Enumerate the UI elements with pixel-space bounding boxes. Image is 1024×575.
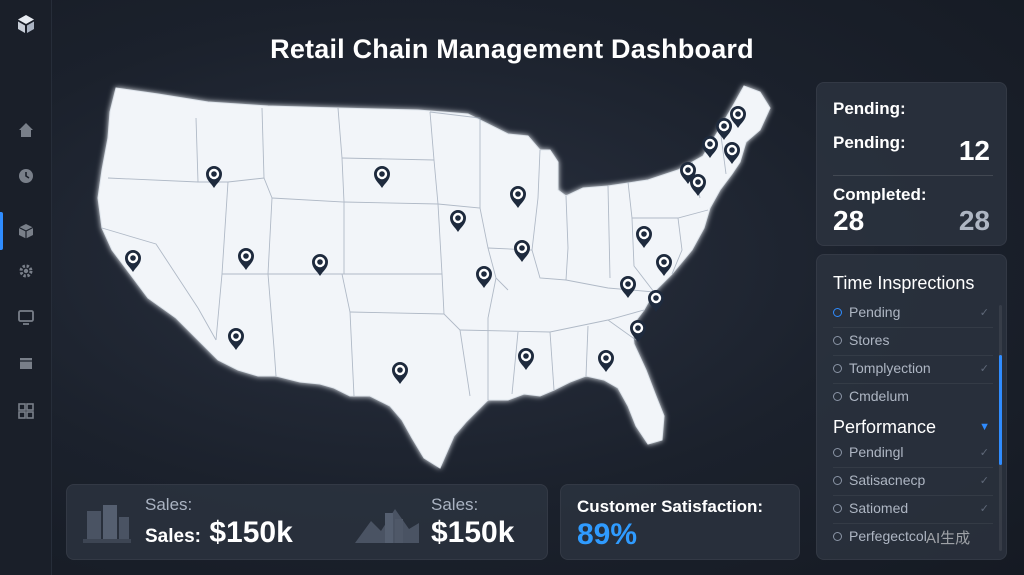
chevron-down-icon[interactable]: ✓ (979, 363, 989, 375)
store-location-pin-icon[interactable] (636, 226, 652, 248)
performance-item-label: Pendingl (849, 444, 904, 460)
radio-icon[interactable] (833, 504, 842, 513)
performance-item[interactable]: Pendingl ✓ (833, 443, 993, 465)
store-location-pin-icon[interactable] (716, 118, 732, 140)
inspection-item[interactable]: Tomplyection ✓ (833, 359, 993, 381)
store-location-pin-icon[interactable] (598, 350, 614, 372)
radio-icon[interactable] (833, 364, 842, 373)
sales-label-left: Sales: (145, 495, 193, 514)
performance-item-label: Satisacnecp (849, 472, 926, 488)
caret-down-icon[interactable]: ▼ (979, 421, 990, 433)
store-location-pin-icon[interactable] (518, 348, 534, 370)
radio-icon[interactable] (833, 336, 842, 345)
performance-item-label: Satiomed (849, 500, 909, 516)
sidebar (0, 0, 52, 575)
pending-count: 12 (958, 135, 990, 166)
store-location-pin-icon[interactable] (648, 290, 664, 312)
row-divider (833, 355, 993, 356)
completed-label: Completed: (833, 185, 927, 204)
chevron-down-icon[interactable]: ✓ (979, 475, 989, 487)
customer-satisfaction-card[interactable]: Customer Satisfaction: 89% (560, 484, 800, 560)
radio-icon[interactable] (833, 476, 842, 485)
us-store-map[interactable] (88, 78, 788, 478)
inspections-panel[interactable]: Time Insprections Pending ✓ Stores Tompl… (816, 254, 1007, 560)
store-location-pin-icon[interactable] (510, 186, 526, 208)
performance-item-label: Perfegectcol (849, 528, 927, 544)
row-divider (833, 467, 993, 468)
row-divider (833, 327, 993, 328)
scrollbar-thumb[interactable] (999, 355, 1002, 465)
us-map-svg[interactable] (88, 78, 788, 478)
completed-count-secondary: 28 (958, 205, 990, 236)
store-location-pin-icon[interactable] (476, 266, 492, 288)
performance-item[interactable]: Perfegectcol (833, 527, 993, 549)
monitor-icon[interactable] (17, 308, 35, 326)
inspection-item-label: Cmdelum (849, 388, 909, 404)
mountain-chart-icon (355, 509, 419, 543)
grid-icon[interactable] (17, 402, 35, 420)
performance-title[interactable]: Performance (833, 417, 937, 437)
inspection-item-label: Stores (849, 332, 890, 348)
sales-value-left: Sales: $150k (145, 516, 293, 550)
inspection-item-label: Pending (849, 304, 901, 320)
inspection-item[interactable]: Stores (833, 331, 993, 353)
radio-icon[interactable] (833, 448, 842, 457)
performance-item[interactable]: Satisacnecp ✓ (833, 471, 993, 493)
state-borders (101, 107, 727, 400)
inspection-item[interactable]: Pending ✓ (833, 303, 993, 325)
row-divider (833, 495, 993, 496)
row-divider (833, 523, 993, 524)
satisfaction-label: Customer Satisfaction: (577, 497, 764, 516)
pending-label: Pending: (833, 133, 906, 152)
inspection-status-card[interactable]: Pending: Pending: 12 Completed: 28 28 (816, 82, 1007, 246)
sales-prefix-left: Sales: (145, 526, 201, 547)
inspections-title: Time Insprections (833, 273, 975, 293)
store-location-pin-icon[interactable] (690, 174, 706, 196)
performance-item[interactable]: Satiomed ✓ (833, 499, 993, 521)
clock-icon[interactable] (17, 167, 35, 185)
row-divider (833, 383, 993, 384)
sidebar-active-indicator (0, 212, 3, 250)
page-title: Retail Chain Management Dashboard (270, 34, 754, 64)
sales-card[interactable]: Sales: Sales: $150k Sales: $150k (66, 484, 548, 560)
store-location-pin-icon[interactable] (514, 240, 530, 262)
gear-icon[interactable] (17, 262, 35, 280)
store-location-pin-icon[interactable] (620, 276, 636, 298)
status-header: Pending: (833, 99, 906, 118)
store-location-pin-icon[interactable] (312, 254, 328, 276)
cube-logo-icon[interactable] (16, 14, 36, 34)
store-location-pin-icon[interactable] (206, 166, 222, 188)
store-location-pin-icon[interactable] (238, 248, 254, 270)
status-divider (833, 175, 993, 176)
chevron-down-icon[interactable]: ✓ (979, 307, 989, 319)
buildings-icon (83, 505, 131, 543)
store-location-pin-icon[interactable] (374, 166, 390, 188)
inspection-item-label: Tomplyection (849, 360, 931, 376)
satisfaction-value: 89% (577, 518, 638, 551)
inspection-item[interactable]: Cmdelum (833, 387, 993, 409)
box-icon[interactable] (17, 222, 35, 240)
store-location-pin-icon[interactable] (125, 250, 141, 272)
home-icon[interactable] (17, 121, 35, 139)
radio-icon[interactable] (833, 308, 842, 317)
store-location-pin-icon[interactable] (656, 254, 672, 276)
package-icon[interactable] (17, 354, 35, 372)
chevron-down-icon[interactable]: ✓ (979, 503, 989, 515)
store-location-pin-icon[interactable] (730, 106, 746, 128)
store-location-pin-icon[interactable] (630, 320, 646, 342)
watermark: AI生成 (926, 530, 971, 547)
chevron-down-icon[interactable]: ✓ (979, 447, 989, 459)
radio-icon[interactable] (833, 532, 842, 541)
completed-count: 28 (833, 205, 865, 236)
store-location-pin-icon[interactable] (392, 362, 408, 384)
us-mainland-shape (97, 85, 771, 469)
sales-label-right: Sales: (431, 495, 479, 514)
radio-icon[interactable] (833, 392, 842, 401)
store-location-pin-icon[interactable] (702, 136, 718, 158)
sales-value-right: $150k (431, 516, 515, 549)
sales-amount-left: $150k (209, 516, 293, 549)
store-location-pin-icon[interactable] (450, 210, 466, 232)
store-location-pin-icon[interactable] (724, 142, 740, 164)
store-location-pin-icon[interactable] (228, 328, 244, 350)
